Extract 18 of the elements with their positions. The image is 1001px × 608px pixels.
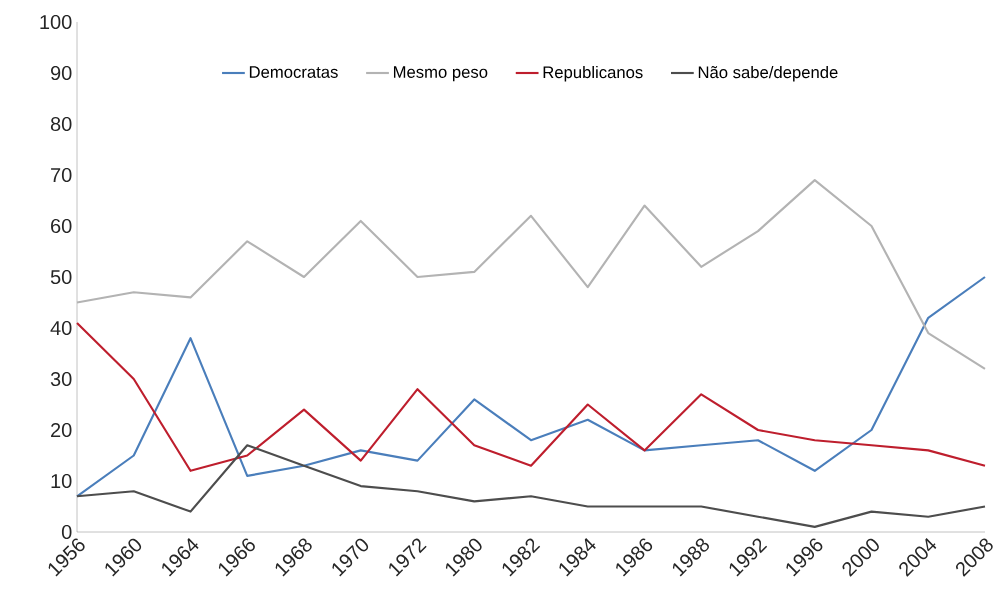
y-tick-label: 10: [51, 473, 72, 489]
y-tick-label: 60: [51, 218, 72, 234]
y-tick-label: 30: [50, 371, 72, 387]
y-tick-label: 70: [51, 167, 72, 183]
y-tick-label: 40: [50, 320, 72, 336]
y-tick-label: 0: [61, 524, 72, 540]
y-tick-label: 50: [50, 269, 72, 285]
legend-label: Democratas: [249, 66, 338, 78]
y-tick-label: 100: [40, 14, 72, 30]
y-tick-label: 90: [50, 65, 72, 81]
line-series: [75, 321, 987, 472]
y-tick-label: 80: [50, 116, 72, 132]
y-tick-label: 20: [51, 422, 72, 438]
line-series: [75, 179, 987, 370]
legend-label: Mesmo peso: [393, 66, 488, 82]
legend-label: Republicanos: [543, 65, 643, 82]
legend-label: Não sabe/depende: [698, 65, 838, 82]
line-series: [75, 275, 987, 498]
